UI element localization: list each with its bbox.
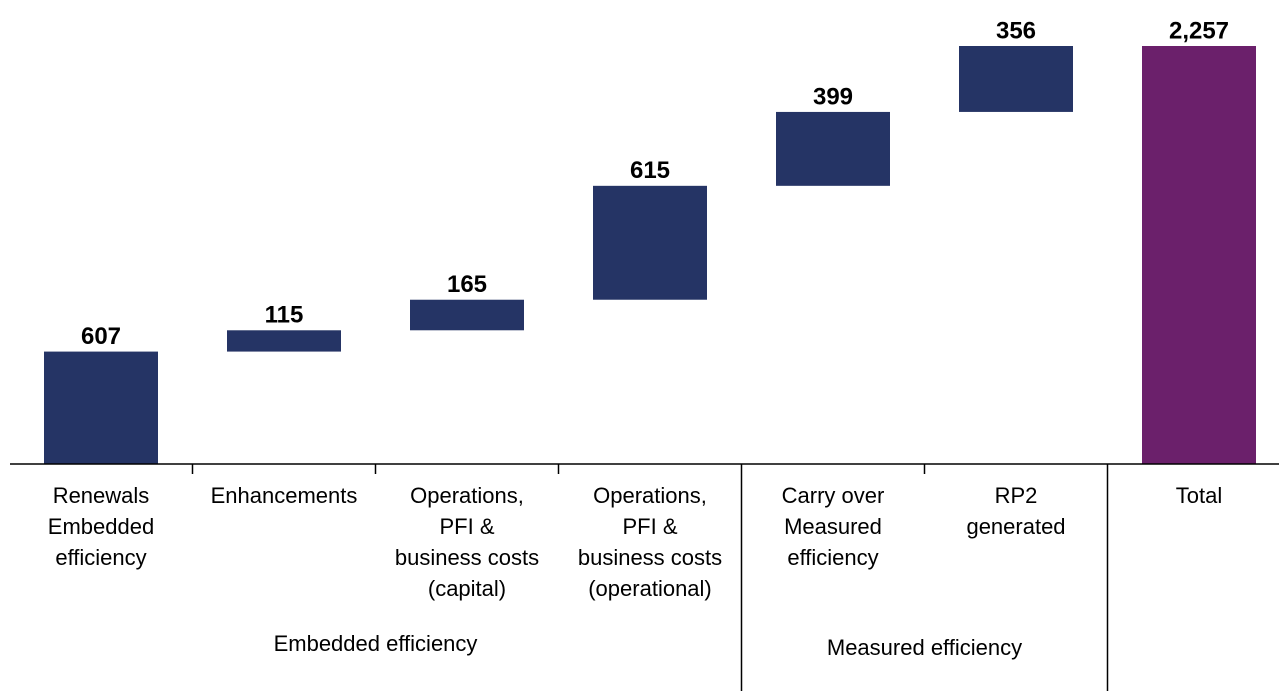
x-tick-label: PFI & [439,514,494,539]
group-label: Measured efficiency [827,635,1022,660]
x-tick-label: PFI & [622,514,677,539]
x-tick-label: (capital) [428,576,506,601]
bar [44,351,158,464]
bar [959,46,1073,112]
value-label: 356 [996,17,1036,44]
x-tick-label: Embedded [48,514,154,539]
value-label: 115 [265,302,304,329]
x-tick-label: Renewals [53,483,150,508]
x-tick-label: Enhancements [211,483,358,508]
x-tick-label: business costs [395,545,539,570]
bar [593,185,707,300]
x-tick-label: Operations, [410,483,524,508]
value-label: 607 [81,323,121,350]
x-tick-label: business costs [578,545,722,570]
x-tick-label: (operational) [588,576,712,601]
value-label: 615 [630,157,670,184]
x-tick-label: efficiency [55,545,146,570]
value-label: 165 [447,271,487,298]
group-label: Embedded efficiency [274,631,478,656]
x-tick-label: Total [1176,483,1222,508]
x-tick-label: RP2 [995,483,1038,508]
x-tick-label: generated [966,514,1065,539]
bar [410,299,524,331]
bar [227,330,341,352]
x-tick-label: efficiency [787,545,878,570]
bar [776,111,890,186]
x-tick-label: Carry over [782,483,885,508]
x-tick-label: Measured [784,514,882,539]
x-tick-label: Operations, [593,483,707,508]
value-label: 2,257 [1169,17,1229,44]
bar [1142,46,1256,464]
value-label: 399 [813,83,853,110]
